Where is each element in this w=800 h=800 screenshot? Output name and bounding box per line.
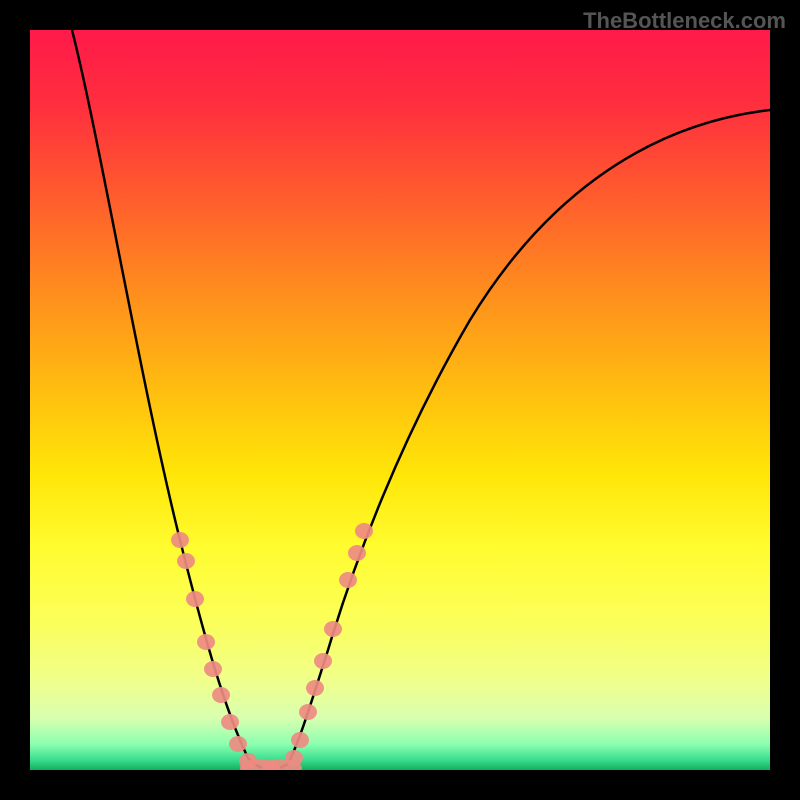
- chart-container: TheBottleneck.com: [0, 0, 800, 800]
- marker-point: [204, 661, 222, 677]
- marker-point: [171, 532, 189, 548]
- marker-point: [197, 634, 215, 650]
- marker-point: [291, 732, 309, 748]
- marker-point: [221, 714, 239, 730]
- bottleneck-chart: [0, 0, 800, 800]
- marker-point: [186, 591, 204, 607]
- marker-point: [212, 687, 230, 703]
- marker-point: [355, 523, 373, 539]
- marker-point: [177, 553, 195, 569]
- marker-point: [314, 653, 332, 669]
- marker-point: [306, 680, 324, 696]
- marker-point: [324, 621, 342, 637]
- marker-point: [348, 545, 366, 561]
- watermark-text: TheBottleneck.com: [583, 8, 786, 34]
- marker-point: [229, 736, 247, 752]
- marker-point: [339, 572, 357, 588]
- marker-point: [299, 704, 317, 720]
